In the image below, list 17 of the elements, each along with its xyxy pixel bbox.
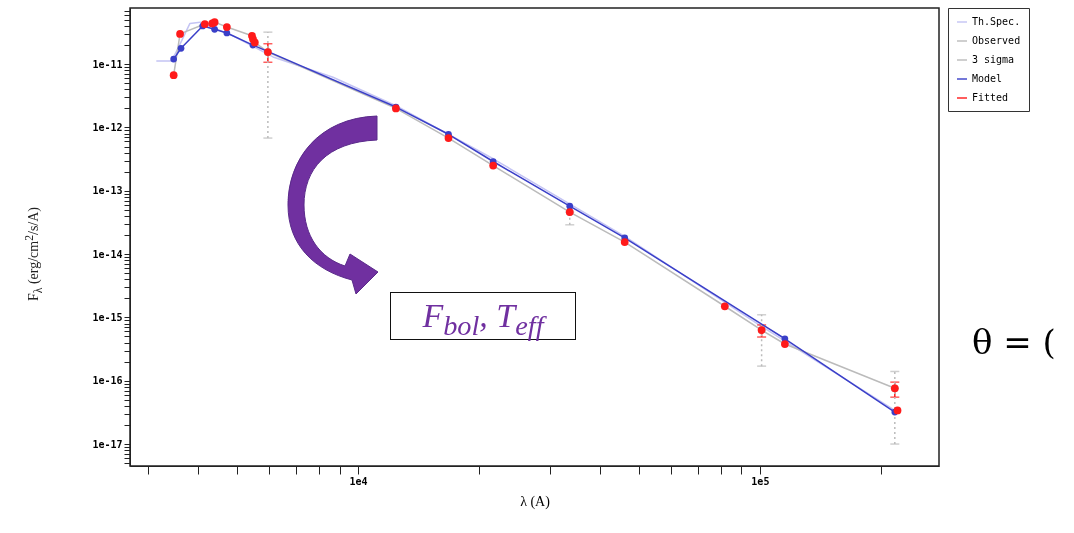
text: θ = ( [972, 322, 1056, 362]
y-tick-label: 1e-12 [92, 121, 123, 133]
x-axis-title: λ (A) [520, 493, 551, 510]
legend-label: Fitted [972, 92, 1009, 103]
x-tick-label: 1e5 [751, 475, 770, 487]
y-tick-label: 1e-14 [92, 248, 123, 260]
x-tick-label: 1e4 [349, 475, 368, 487]
annotation: F$_{bol}$, T$_{eff}$ [390, 292, 576, 341]
y-tick-label: 1e-17 [92, 438, 123, 450]
legend-label: 3 sigma [972, 54, 1015, 65]
y-tick-label: 1e-13 [92, 185, 123, 197]
y-tick-label: 1e-11 [92, 58, 123, 70]
y-tick-label: 1e-15 [92, 311, 123, 323]
y-tick-label: 1e-16 [92, 375, 123, 387]
legend-label: Observed [972, 35, 1021, 46]
legend-label: Th.Spec. [972, 16, 1021, 27]
legend-label: Model [972, 73, 1003, 84]
